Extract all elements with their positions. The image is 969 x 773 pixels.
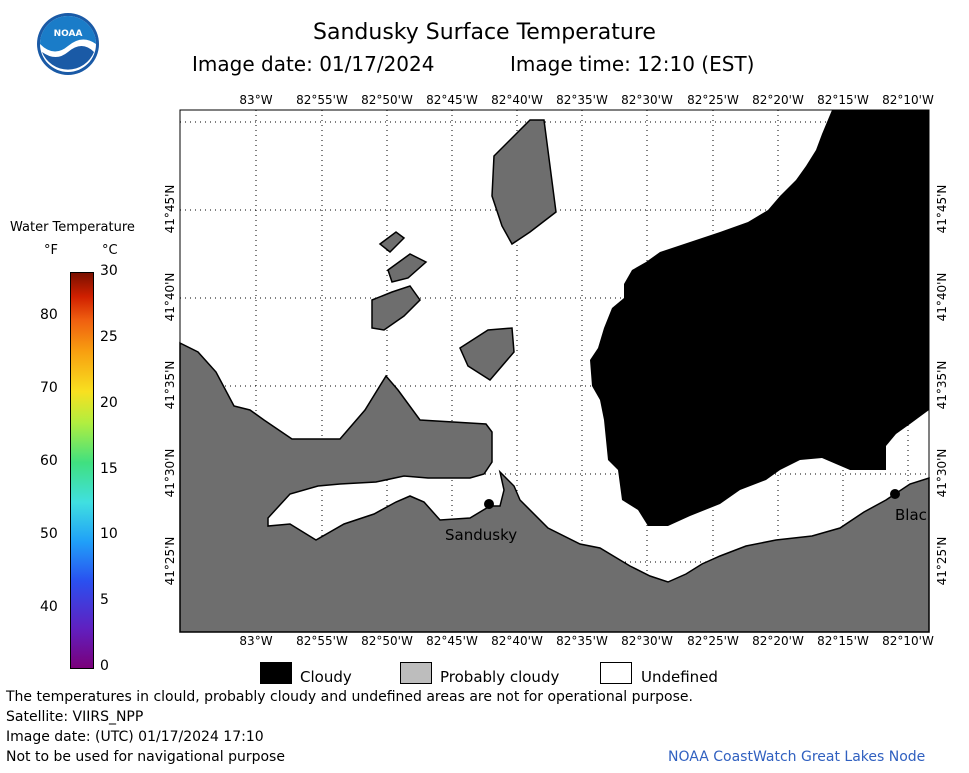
lon-label-top-10: 82°10'W <box>882 93 934 107</box>
lat-label-right-0: 41°45'N <box>935 184 949 234</box>
celsius-tick-3: 15 <box>100 460 118 477</box>
lon-label-bottom-9: 82°15'W <box>817 634 869 648</box>
lat-label-right-2: 41°35'N <box>935 360 949 410</box>
nav-warning-text: Not to be used for navigational purpose <box>6 749 285 765</box>
fahrenheit-tick-1: 70 <box>40 380 58 397</box>
sandusky-label: Sandusky <box>445 526 517 544</box>
lon-label-bottom-5: 82°35'W <box>556 634 608 648</box>
map-title: Sandusky Surface Temperature <box>313 20 656 45</box>
legend-label-probably-cloudy: Probably cloudy <box>440 668 560 686</box>
fahrenheit-tick-2: 60 <box>40 453 58 470</box>
lon-label-bottom-2: 82°50'W <box>361 634 413 648</box>
lon-label-top-0: 83°W <box>239 93 273 107</box>
colorbar-unit-c: °C <box>102 243 118 258</box>
blac-marker <box>890 489 900 499</box>
celsius-tick-4: 10 <box>100 526 118 543</box>
lon-label-top-7: 82°25'W <box>687 93 739 107</box>
lon-label-bottom-6: 82°30'W <box>621 634 673 648</box>
utc-date-text: Image date: (UTC) 01/17/2024 17:10 <box>6 729 264 745</box>
legend-label-cloudy: Cloudy <box>300 668 352 686</box>
blac-label: Blac <box>895 506 927 524</box>
place-sandusky: Sandusky <box>445 499 517 544</box>
lat-label-left-2: 41°35'N <box>163 360 177 410</box>
lat-label-right-1: 41°40'N <box>935 272 949 322</box>
lon-label-bottom-1: 82°55'W <box>296 634 348 648</box>
colorbar <box>70 272 94 669</box>
lon-label-bottom-0: 83°W <box>239 634 273 648</box>
lat-label-right-4: 41°25'N <box>935 536 949 586</box>
satellite-text: Satellite: VIIRS_NPP <box>6 709 144 725</box>
land-masked-area <box>179 119 930 633</box>
lat-label-right-3: 41°30'N <box>935 448 949 498</box>
cloudy-area <box>590 110 929 526</box>
svg-text:NOAA: NOAA <box>54 29 83 39</box>
lon-label-top-1: 82°55'W <box>296 93 348 107</box>
lat-label-left-3: 41°30'N <box>163 448 177 498</box>
credit-text[interactable]: NOAA CoastWatch Great Lakes Node <box>668 749 926 765</box>
fahrenheit-tick-4: 40 <box>40 599 58 616</box>
sandusky-marker <box>484 499 494 509</box>
lon-label-top-4: 82°40'W <box>491 93 543 107</box>
colorbar-title: Water Temperature <box>10 220 135 235</box>
legend-swatch-cloudy <box>260 662 292 684</box>
image-time: Image time: 12:10 (EST) <box>510 52 755 76</box>
legend-swatch-undefined <box>600 662 632 684</box>
legend-swatch-probably-cloudy <box>400 662 432 684</box>
lat-label-left-0: 41°45'N <box>163 184 177 234</box>
celsius-tick-6: 0 <box>100 658 109 674</box>
lon-label-top-6: 82°30'W <box>621 93 673 107</box>
fahrenheit-tick-0: 80 <box>40 306 58 323</box>
celsius-tick-1: 25 <box>100 328 118 345</box>
lat-label-left-4: 41°25'N <box>163 536 177 586</box>
lon-label-top-3: 82°45'W <box>426 93 478 107</box>
lon-label-bottom-10: 82°10'W <box>882 634 934 648</box>
colorbar-unit-f: °F <box>44 243 58 258</box>
place-blac: Blac <box>890 489 927 524</box>
lon-label-bottom-7: 82°25'W <box>687 634 739 648</box>
celsius-tick-2: 20 <box>100 394 118 411</box>
celsius-tick-5: 5 <box>100 592 109 609</box>
lat-label-left-1: 41°40'N <box>163 272 177 322</box>
lon-label-top-2: 82°50'W <box>361 93 413 107</box>
lon-label-bottom-8: 82°20'W <box>752 634 804 648</box>
lon-label-bottom-3: 82°45'W <box>426 634 478 648</box>
legend-label-undefined: Undefined <box>641 668 718 686</box>
fahrenheit-tick-3: 50 <box>40 526 58 543</box>
image-date: Image date: 01/17/2024 <box>192 52 435 76</box>
lon-label-bottom-4: 82°40'W <box>491 634 543 648</box>
lon-label-top-8: 82°20'W <box>752 93 804 107</box>
celsius-tick-0: 30 <box>100 263 118 279</box>
noaa-logo: NOAA <box>37 13 99 75</box>
lon-label-top-9: 82°15'W <box>817 93 869 107</box>
disclaimer-text: The temperatures in clould, probably clo… <box>6 689 693 705</box>
lon-label-top-5: 82°35'W <box>556 93 608 107</box>
